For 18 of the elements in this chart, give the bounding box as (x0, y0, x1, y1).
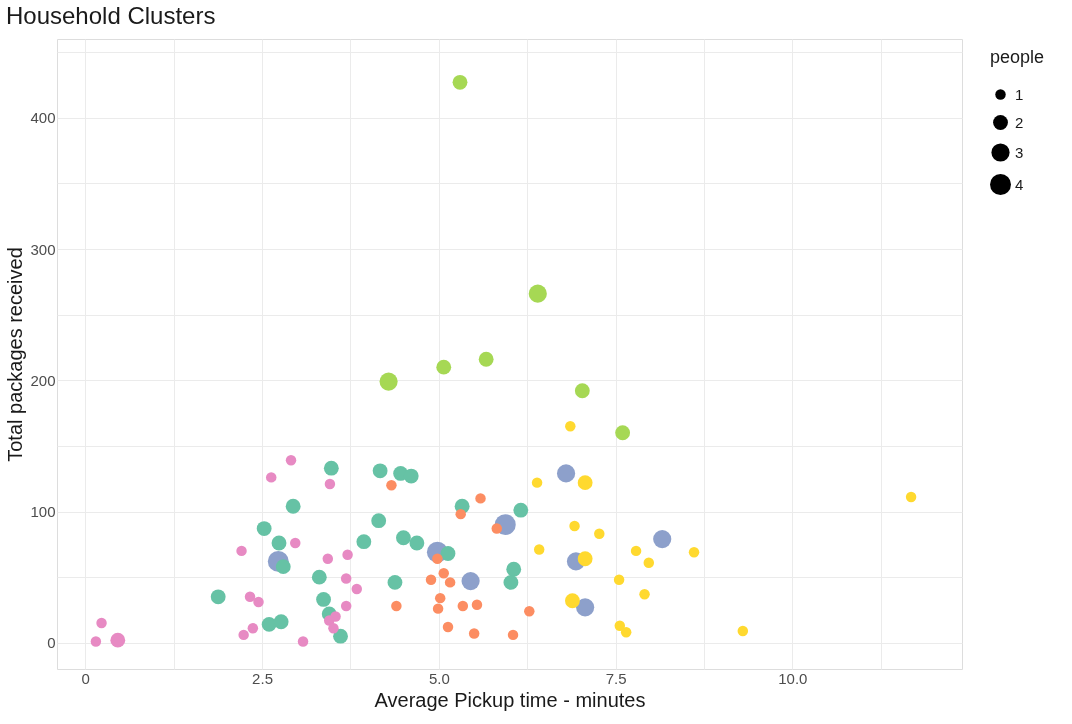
x-tick-label: 7.5 (605, 669, 627, 687)
legend-label: 1 (1015, 85, 1024, 103)
legend-label: 3 (1015, 143, 1024, 161)
x-tick-label: 2.5 (252, 669, 273, 687)
y-axis-title: Total packages received (4, 247, 27, 462)
x-tick-label: 0 (81, 669, 90, 687)
y-tick-label: 300 (30, 240, 56, 258)
legend-title: people (990, 47, 1045, 67)
chart-title: Household Clusters (5, 2, 216, 29)
y-tick-label: 200 (30, 371, 56, 389)
x-tick-label: 10.0 (778, 669, 808, 687)
y-tick-label: 100 (30, 503, 56, 520)
legend-label: 4 (1015, 175, 1024, 193)
x-tick-label: 5.0 (428, 669, 450, 687)
legend-label: 2 (1015, 113, 1024, 131)
y-tick-label: 400 (30, 109, 56, 127)
y-tick-label: 0 (47, 634, 56, 652)
x-axis-title: Average Pickup time - minutes (374, 688, 646, 711)
